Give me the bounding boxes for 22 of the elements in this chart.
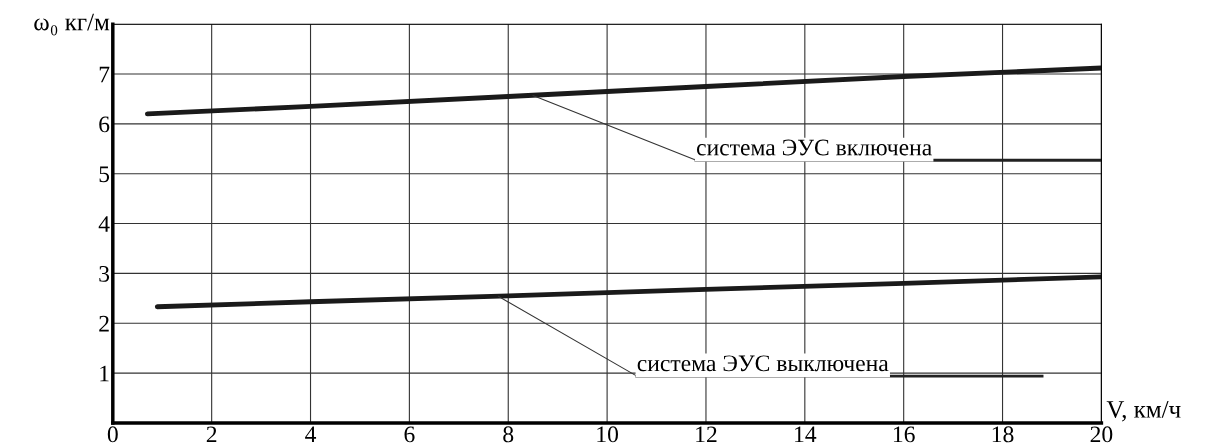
- x-tick-label: 4: [305, 426, 317, 443]
- y-tick-label: 3: [99, 265, 110, 282]
- y-tick-label: 1: [100, 365, 109, 382]
- x-tick-label: 20: [1090, 426, 1113, 443]
- y-tick-label: 5: [99, 166, 110, 183]
- x-axis-title: V, км/ч: [1106, 401, 1181, 422]
- y-tick-label: 4: [98, 216, 110, 232]
- x-tick-label: 12: [696, 426, 717, 443]
- x-tick-label: 14: [795, 426, 817, 443]
- x-tick-label: 6: [404, 426, 415, 443]
- x-tick-label: 2: [206, 426, 217, 443]
- x-tick-label: 16: [893, 426, 915, 443]
- annotation: система ЭУС выключена: [637, 355, 889, 372]
- annotation: система ЭУС включена: [696, 139, 932, 156]
- y-tick-label: 6: [99, 116, 110, 133]
- x-tick-label: 8: [503, 426, 514, 443]
- y-tick-label: 7: [99, 66, 110, 83]
- x-tick-label: 0: [107, 426, 118, 443]
- y-axis-title: ω₀ кг/м: [34, 13, 110, 36]
- y-tick-label: 2: [99, 315, 109, 332]
- x-tick-label: 18: [992, 426, 1014, 443]
- x-tick-label: 10: [597, 426, 619, 443]
